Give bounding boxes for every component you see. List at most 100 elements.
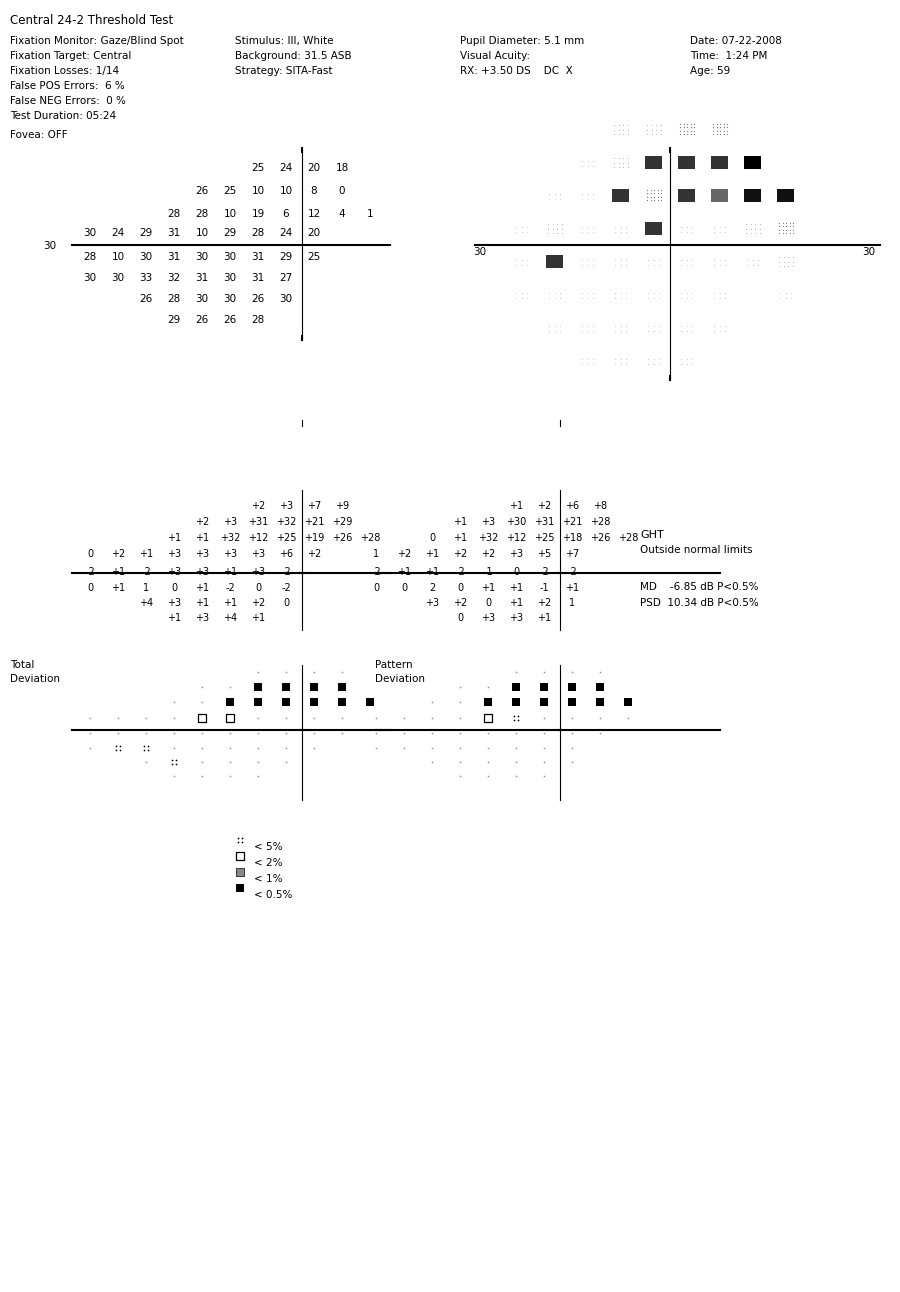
Text: +5: +5 bbox=[537, 549, 551, 559]
Text: +3: +3 bbox=[279, 501, 293, 512]
Bar bbox=[198, 714, 206, 722]
Text: +1: +1 bbox=[425, 549, 439, 559]
Text: +4: +4 bbox=[139, 598, 153, 609]
Text: +32: +32 bbox=[275, 517, 296, 527]
Text: 1: 1 bbox=[569, 598, 575, 609]
Bar bbox=[226, 698, 234, 705]
Bar bbox=[645, 222, 662, 235]
Text: 26: 26 bbox=[223, 315, 237, 326]
Text: 25: 25 bbox=[223, 186, 237, 196]
Text: Outside normal limits: Outside normal limits bbox=[640, 545, 752, 556]
Text: -2: -2 bbox=[539, 567, 549, 578]
Text: +2: +2 bbox=[111, 549, 125, 559]
Text: 1: 1 bbox=[373, 549, 379, 559]
Text: +1: +1 bbox=[195, 534, 209, 543]
Text: +26: +26 bbox=[590, 534, 610, 543]
Text: +1: +1 bbox=[195, 583, 209, 593]
Text: Stimulus: III, White: Stimulus: III, White bbox=[235, 36, 334, 47]
Text: +28: +28 bbox=[590, 517, 610, 527]
Text: 20: 20 bbox=[308, 163, 320, 173]
Text: +8: +8 bbox=[593, 501, 608, 512]
Text: +1: +1 bbox=[565, 583, 579, 593]
Text: 33: 33 bbox=[140, 273, 153, 283]
Text: Visual Acuity:: Visual Acuity: bbox=[460, 50, 530, 61]
Text: +1: +1 bbox=[397, 567, 411, 578]
Text: +1: +1 bbox=[481, 583, 495, 593]
Bar bbox=[513, 222, 530, 235]
Bar bbox=[612, 123, 629, 136]
Text: 1: 1 bbox=[143, 583, 149, 593]
Bar bbox=[678, 255, 695, 267]
Text: 0: 0 bbox=[485, 598, 491, 609]
Text: < 1%: < 1% bbox=[254, 873, 283, 884]
Text: +2: +2 bbox=[195, 517, 209, 527]
Bar bbox=[310, 683, 318, 691]
Text: 30: 30 bbox=[112, 273, 124, 283]
Text: +2: +2 bbox=[537, 501, 551, 512]
Bar bbox=[612, 255, 629, 267]
Text: +1: +1 bbox=[251, 612, 266, 623]
Text: < 2%: < 2% bbox=[254, 858, 283, 868]
Text: 30: 30 bbox=[223, 295, 237, 304]
Text: +1: +1 bbox=[111, 567, 125, 578]
Bar bbox=[579, 320, 596, 335]
Bar bbox=[512, 683, 520, 691]
Text: -1: -1 bbox=[539, 583, 549, 593]
Bar bbox=[777, 255, 794, 267]
Text: False POS Errors:  6 %: False POS Errors: 6 % bbox=[10, 81, 125, 90]
Bar bbox=[645, 354, 662, 367]
Bar bbox=[711, 189, 728, 202]
Bar bbox=[744, 222, 761, 235]
Text: 1: 1 bbox=[366, 209, 373, 220]
Bar bbox=[579, 189, 596, 202]
Bar bbox=[645, 189, 662, 202]
Text: +1: +1 bbox=[223, 598, 237, 609]
Bar bbox=[678, 156, 695, 169]
Bar bbox=[744, 255, 761, 267]
Text: -2: -2 bbox=[371, 567, 381, 578]
Text: +21: +21 bbox=[304, 517, 324, 527]
Text: 29: 29 bbox=[167, 315, 181, 326]
Text: -2: -2 bbox=[281, 567, 291, 578]
Text: +18: +18 bbox=[562, 534, 582, 543]
Bar bbox=[744, 156, 761, 169]
Text: 0: 0 bbox=[87, 549, 93, 559]
Text: +4: +4 bbox=[223, 612, 237, 623]
Text: Pupil Diameter: 5.1 mm: Pupil Diameter: 5.1 mm bbox=[460, 36, 584, 47]
Text: +1: +1 bbox=[195, 598, 209, 609]
Text: +3: +3 bbox=[166, 549, 181, 559]
Text: 27: 27 bbox=[279, 273, 292, 283]
Bar bbox=[568, 683, 576, 691]
Text: +2: +2 bbox=[453, 549, 467, 559]
Bar bbox=[711, 123, 728, 136]
Text: 0: 0 bbox=[338, 186, 346, 196]
Text: Total: Total bbox=[10, 660, 34, 671]
Bar bbox=[678, 288, 695, 301]
Text: < 5%: < 5% bbox=[254, 842, 283, 851]
Text: 24: 24 bbox=[279, 163, 292, 173]
Bar bbox=[579, 156, 596, 169]
Text: 24: 24 bbox=[279, 227, 292, 238]
Text: +2: +2 bbox=[251, 501, 266, 512]
Text: Time:  1:24 PM: Time: 1:24 PM bbox=[690, 50, 768, 61]
Text: Central 24-2 Threshold Test: Central 24-2 Threshold Test bbox=[10, 14, 173, 27]
Text: +1: +1 bbox=[453, 534, 467, 543]
Text: 30: 30 bbox=[43, 242, 57, 251]
Text: +6: +6 bbox=[565, 501, 579, 512]
Text: 28: 28 bbox=[251, 315, 265, 326]
Text: 29: 29 bbox=[140, 227, 153, 238]
Text: 8: 8 bbox=[310, 186, 318, 196]
Text: +30: +30 bbox=[506, 517, 526, 527]
Bar bbox=[366, 698, 374, 705]
Text: 4: 4 bbox=[338, 209, 346, 220]
Text: +19: +19 bbox=[304, 534, 324, 543]
Text: +29: +29 bbox=[332, 517, 352, 527]
Bar bbox=[254, 698, 262, 705]
Text: +2: +2 bbox=[307, 549, 321, 559]
Text: Test Duration: 05:24: Test Duration: 05:24 bbox=[10, 111, 116, 121]
Text: +31: +31 bbox=[534, 517, 554, 527]
Text: +32: +32 bbox=[478, 534, 499, 543]
Text: +1: +1 bbox=[453, 517, 467, 527]
Text: +3: +3 bbox=[223, 517, 237, 527]
Text: -2: -2 bbox=[455, 567, 465, 578]
